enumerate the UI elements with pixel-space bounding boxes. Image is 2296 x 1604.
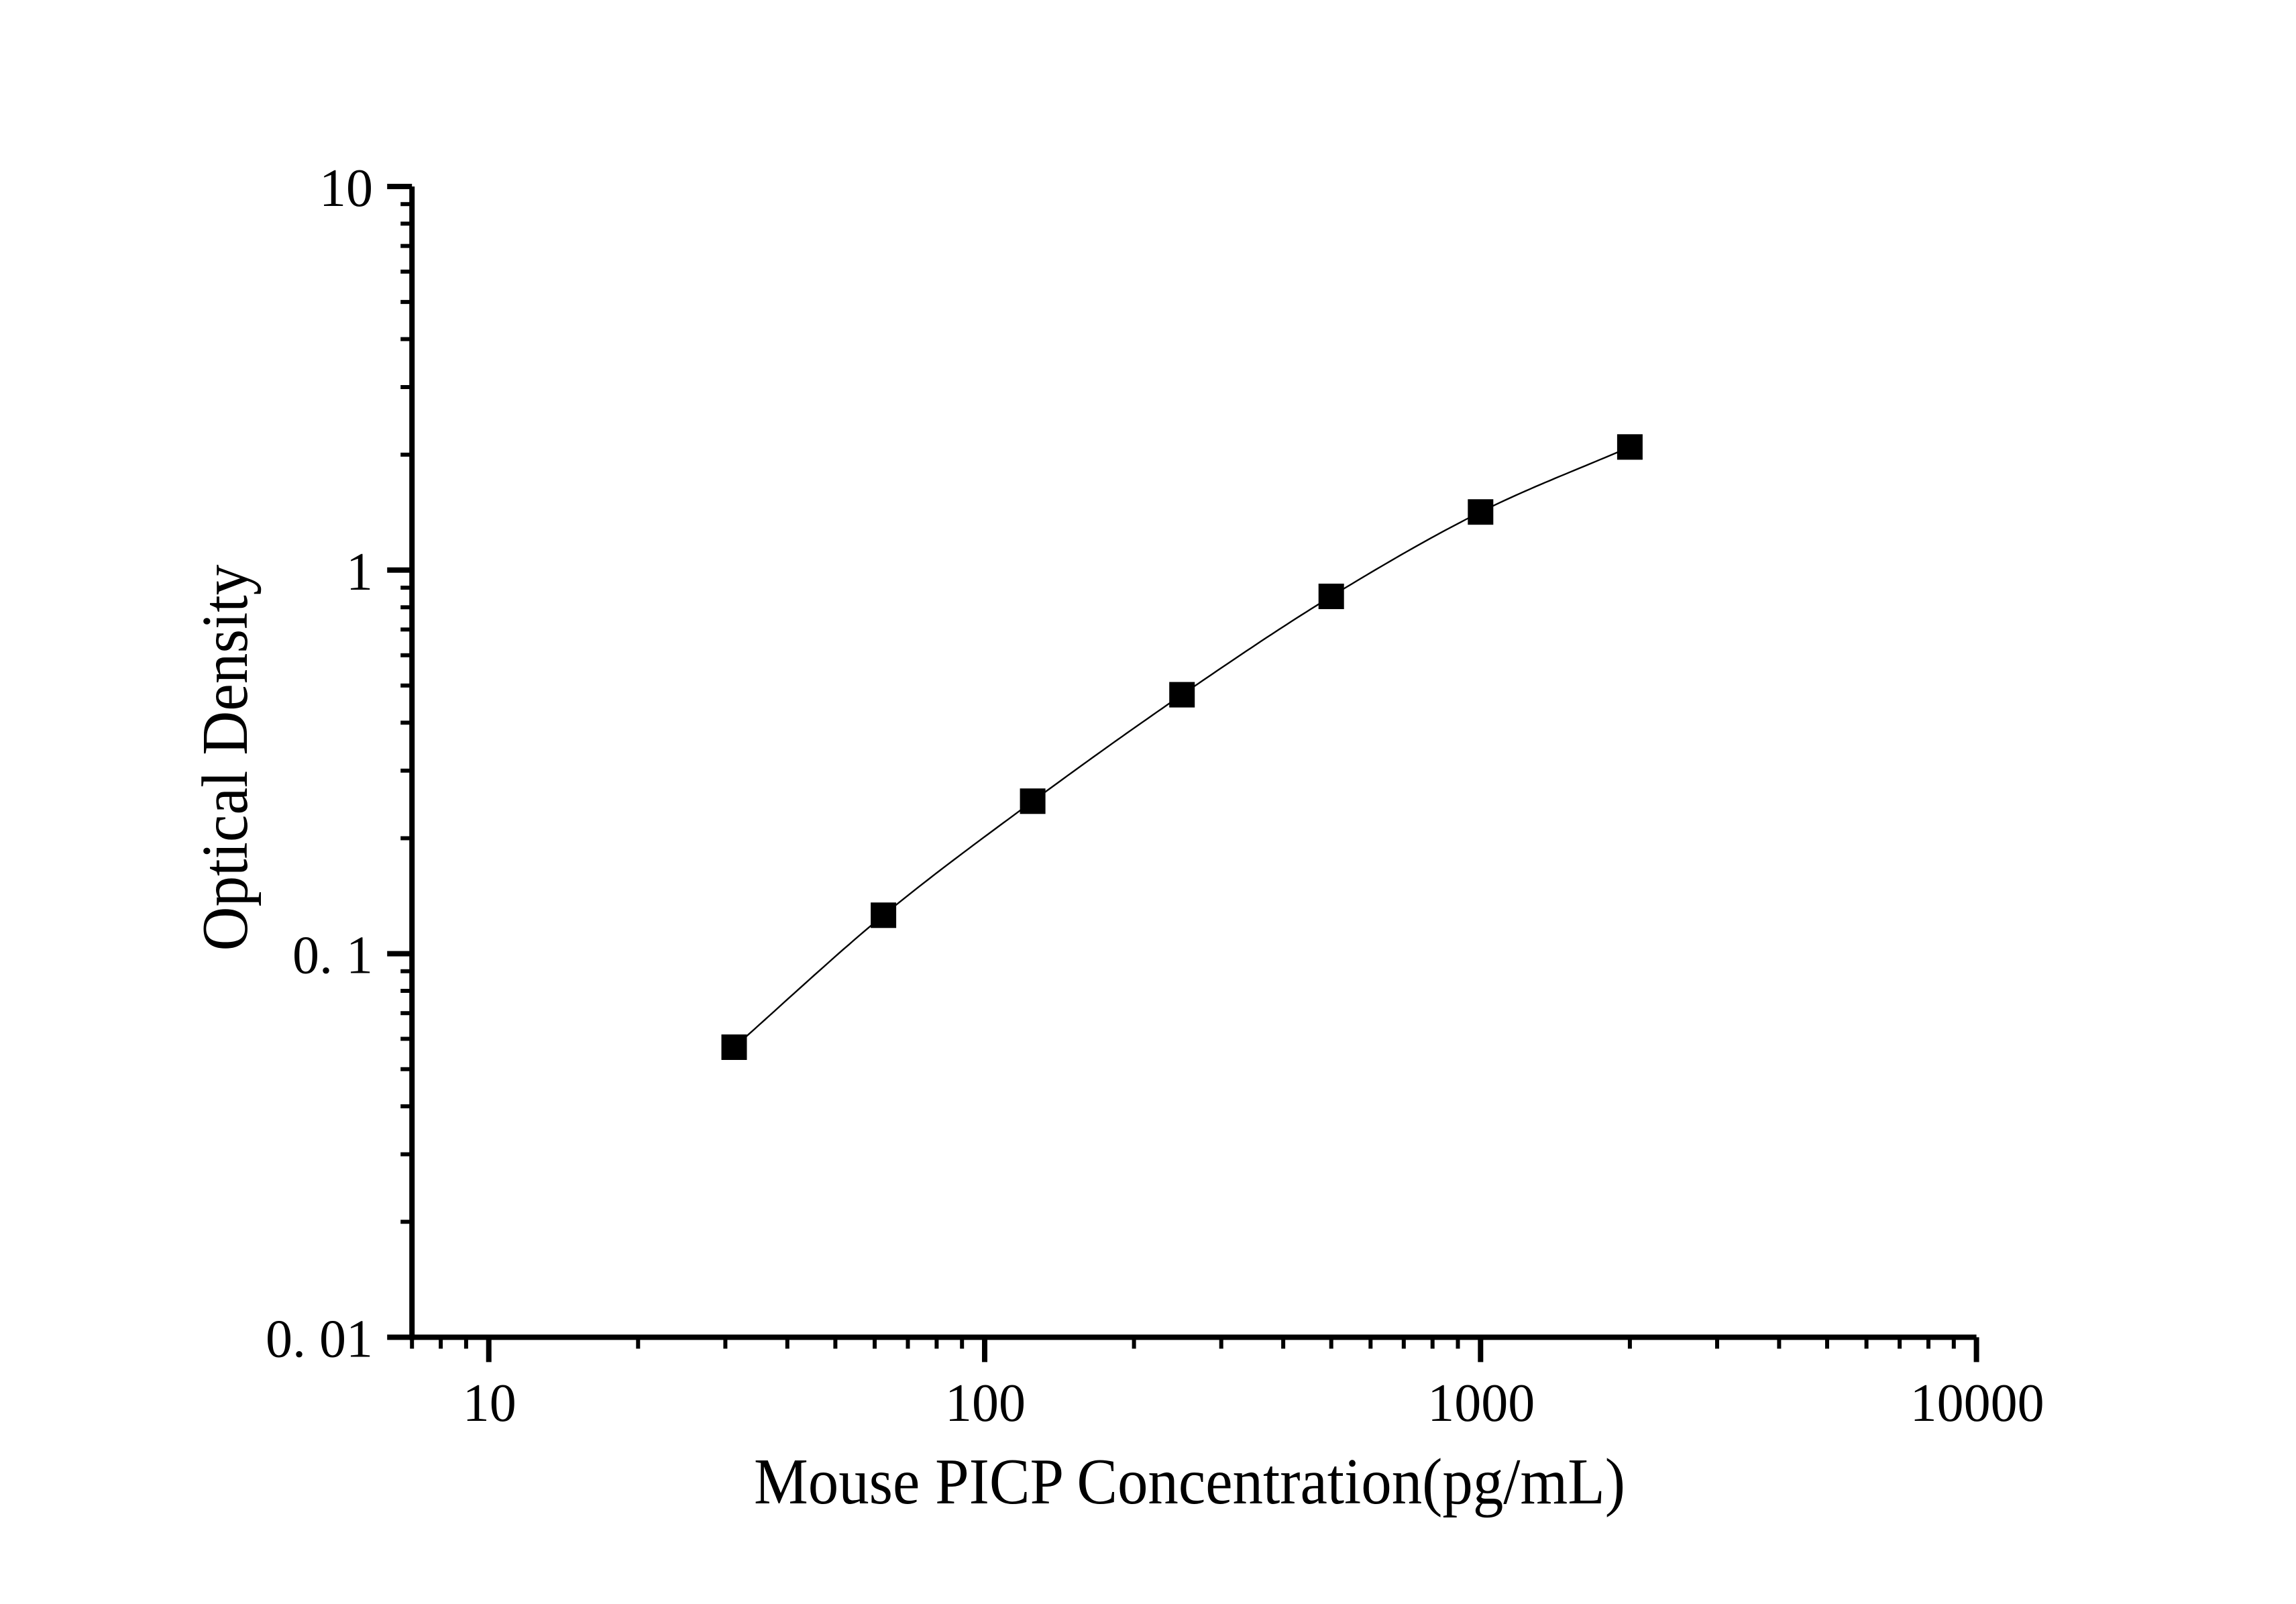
svg-text:0. 01: 0. 01 (266, 1309, 373, 1369)
svg-text:10000: 10000 (1910, 1374, 2044, 1433)
svg-text:100: 100 (945, 1374, 1026, 1433)
svg-text:10: 10 (319, 159, 373, 218)
svg-text:Optical Density: Optical Density (189, 564, 261, 951)
svg-text:Mouse PICP Concentration(pg/mL: Mouse PICP Concentration(pg/mL) (754, 1446, 1625, 1517)
svg-text:1000: 1000 (1427, 1374, 1535, 1433)
svg-text:1: 1 (346, 543, 373, 602)
svg-text:0. 1: 0. 1 (292, 926, 373, 985)
svg-text:10: 10 (463, 1374, 516, 1433)
